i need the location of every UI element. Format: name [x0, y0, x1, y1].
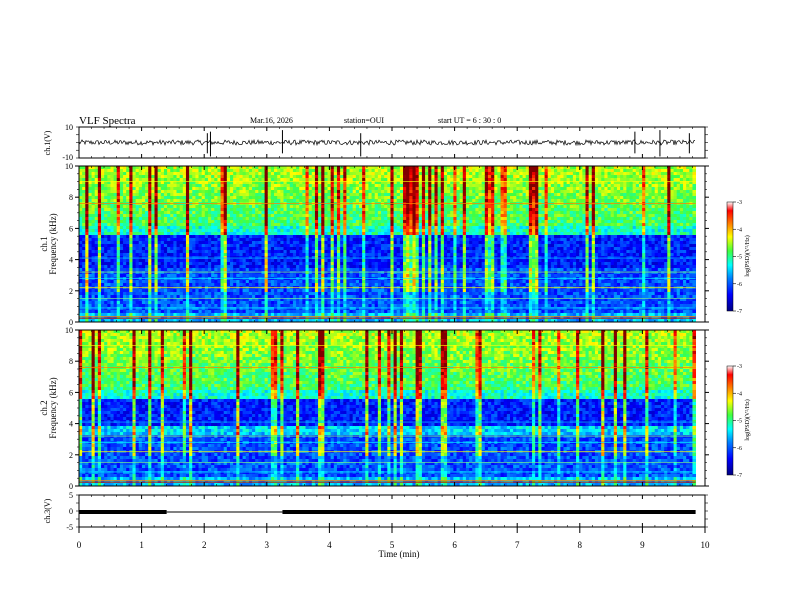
ch1-spec-ytick-label: 6: [69, 224, 73, 233]
x-axis-ticks: 0 1 2 3 4 5 6 7 8 9 10: [76, 126, 711, 550]
ch2-colorbar-tick: -5: [737, 419, 742, 425]
ch2-colorbar-tick: -7: [737, 473, 742, 479]
ch1-spikes: [206, 130, 690, 157]
ch2-spec-ytick-label: 4: [69, 420, 73, 429]
ch2-colorbar: [726, 365, 734, 476]
ch2-colorbar-label: log(PSD)(V²/Hz): [744, 399, 751, 440]
ch3-ytick-bottom: -5: [66, 523, 73, 532]
ch1-spectrogram-image: [79, 166, 705, 323]
ch1-ytick-bottom: -10: [62, 153, 73, 162]
x-tick-label: 10: [701, 540, 711, 550]
ch2-spec-ylabel-ch: ch.2: [39, 400, 49, 415]
x-tick-label: 8: [578, 540, 583, 550]
ch1-ylabel: ch.1(V): [43, 130, 52, 155]
ch2-spec-ytick-label: 8: [69, 357, 73, 366]
ch1-spec-ytick-label: 4: [69, 256, 73, 265]
ch2-spec-ytick-label: 0: [69, 482, 73, 491]
figure-date: Mar.16, 2026: [250, 116, 293, 125]
figure-start-time: start UT = 6 : 30 : 0: [438, 116, 501, 125]
x-tick-label: 0: [77, 540, 82, 550]
ch1-colorbar-tick: -5: [737, 255, 742, 261]
ch2-colorbar-tick: -6: [737, 446, 742, 452]
ch1-colorbar-tick: -6: [737, 282, 742, 288]
x-tick-label: 4: [327, 540, 332, 550]
ch2-colorbar-tick: -4: [737, 391, 742, 397]
ch1-spec-ytick-label: 0: [69, 318, 73, 327]
ch1-colorbar-tick: -4: [737, 227, 742, 233]
ch1-waveform-line: [78, 138, 695, 147]
ch1-ytick-top: 10: [65, 123, 73, 132]
ch2-spec-ytick-label: 6: [69, 388, 73, 397]
x-axis-label: Time (min): [379, 549, 420, 559]
ch3-signal-panel: 5 0 -5 ch.3(V): [43, 491, 706, 532]
ch1-spec-ylabel-freq: Frequency (kHz): [48, 213, 58, 274]
x-tick-label: 6: [452, 540, 457, 550]
ch3-ylabel: ch.3(V): [43, 498, 52, 523]
figure-station: station=OUI: [344, 116, 384, 125]
ch2-colorbar-tick: -3: [737, 364, 742, 370]
ch2-spec-ytick-label: 10: [65, 326, 73, 335]
x-tick-label: 5: [390, 540, 395, 550]
ch3-ytick-top: 5: [69, 491, 73, 500]
ch1-colorbar: [726, 201, 734, 312]
ch1-spec-ytick-label: 2: [69, 287, 73, 296]
x-tick-label: 9: [640, 540, 645, 550]
x-tick-label: 7: [515, 540, 520, 550]
ch2-spec-ytick-label: 2: [69, 451, 73, 460]
x-tick-label: 2: [202, 540, 207, 550]
ch1-colorbar-label: log(PSD)(V²/Hz): [744, 235, 751, 276]
ch1-waveform-panel: 10 -10 ch.1(V): [43, 123, 706, 162]
ch1-spec-ytick-label: 10: [65, 162, 73, 171]
ch3-ytick-mid: 0: [69, 507, 73, 516]
ch1-spec-ytick-label: 8: [69, 193, 73, 202]
ch1-colorbar-tick: -7: [737, 309, 742, 315]
figure-title: VLF Spectra: [79, 115, 136, 127]
ch1-colorbar-tick: -3: [737, 200, 742, 206]
ch2-spec-ylabel-freq: Frequency (kHz): [48, 377, 58, 438]
x-tick-label: 3: [265, 540, 270, 550]
x-tick-label: 1: [139, 540, 144, 550]
ch1-spec-ylabel-ch: ch.1: [39, 236, 49, 251]
ch2-spectrogram-image: [79, 330, 705, 487]
